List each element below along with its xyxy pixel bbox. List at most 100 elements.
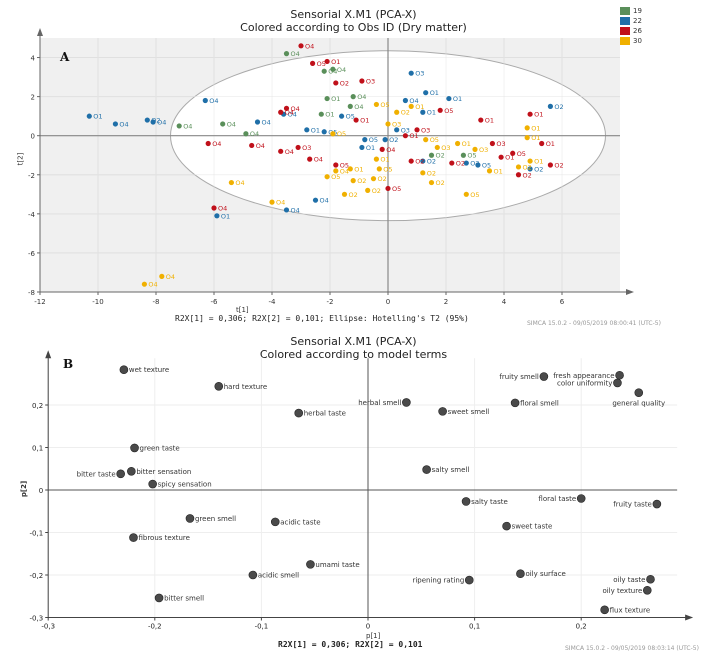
data-point-label: O3 [415,70,424,78]
loading-point-label: herbal taste [304,410,346,418]
data-point [321,68,327,74]
data-point [385,121,391,127]
data-point-group-30: O5 [423,136,439,144]
data-point-group-30: O2 [341,191,358,199]
loading-point-group: flux texture [600,605,650,614]
data-point-label: O1 [354,165,363,173]
data-point-label: O2 [349,191,358,199]
data-point-group-19: O4 [330,66,346,74]
legend-item: 19 [620,6,642,15]
data-point-label: O4 [209,97,218,105]
loading-point [270,517,280,527]
data-point [350,94,356,100]
loading-point-group: hard texture [214,381,267,391]
data-point [379,146,385,152]
data-point-label: O1 [546,140,555,148]
data-point-group-30: O1 [408,103,424,111]
data-point-group-30: O2 [394,109,410,117]
data-point [318,111,324,117]
data-point-label: O1 [462,140,471,148]
data-point-label: O5 [337,130,346,138]
data-point [243,131,249,137]
x-tick-label: -0,1 [255,623,269,631]
data-point [341,191,348,197]
chart-b-xlabel: p[1] [366,632,381,640]
data-point-group-22: O1 [304,126,320,134]
data-point [527,158,533,164]
data-point-label: O2 [534,165,543,173]
loading-point [502,521,511,531]
loading-point-label: oily surface [525,570,565,578]
data-point-group-26: O5 [510,150,526,158]
panel-b-letter: B [63,357,74,371]
data-point [414,127,420,133]
loading-point-group: fruity smell [499,372,549,381]
data-point [312,197,319,203]
data-point [220,121,226,127]
loading-point-label: fibrous texture [138,534,189,542]
data-point-group-22: O1 [423,89,439,97]
data-point [428,152,435,158]
data-point-label: O2 [436,179,445,187]
data-point-label: O1 [409,132,418,140]
data-point [350,178,356,184]
data-point-group-30: O5 [330,130,346,138]
data-point [205,140,211,147]
data-point [249,142,255,149]
data-point-label: O4 [262,119,271,127]
data-point [446,95,452,102]
y-tick-label: -8 [28,289,35,297]
data-point-group-26: O5 [437,107,453,115]
loading-point-label: green smell [195,515,236,523]
loading-point-group: bitter smell [154,593,204,602]
data-point-label: O3 [392,120,401,128]
data-point [527,166,533,172]
data-point [370,176,377,182]
loading-point [148,479,157,489]
data-point-label: O5 [517,150,526,158]
data-point-label: O4 [409,97,418,105]
data-point-group-30: O1 [527,158,543,166]
data-point-label: O1 [331,58,340,66]
data-point-group-26: O3 [414,126,430,134]
data-point-group-19: O4 [350,93,366,101]
data-point [321,129,327,135]
data-point-label: O5 [340,162,349,170]
loading-point-label: spicy sensation [158,481,212,489]
loading-point-group: wet texture [119,365,169,374]
y-tick-label: 0,2 [32,402,43,410]
data-point-label: O1 [494,167,503,175]
data-point-group-26: O2 [408,158,424,166]
data-point-label: O4 [285,109,294,117]
data-point-label: O2 [415,158,424,166]
legend-label: 30 [633,36,642,45]
data-point-group-22: O2 [463,160,480,168]
loading-point-group: color uniformity [557,378,622,387]
data-point [498,154,504,160]
data-point [202,97,208,104]
data-point-label: O2 [151,117,160,125]
data-point-group-22: O4 [254,119,271,127]
data-point [455,140,461,147]
x-tick-label: -12 [34,298,45,306]
data-point [423,90,429,96]
data-point-group-22: O4 [312,197,329,205]
data-point-label: O5 [380,101,389,109]
loading-point [539,372,549,381]
x-tick-label: 4 [502,298,507,306]
data-point-label: O1 [331,95,340,103]
data-point-group-26: O3 [295,144,311,152]
legend-label: 22 [633,16,642,25]
data-point-label: O5 [317,60,326,68]
data-point [515,164,522,170]
loading-point-group: oily surface [516,569,566,578]
x-tick-label: 0,1 [469,623,480,631]
data-point-group-26: O4 [205,140,221,148]
x-tick-label: -0,2 [148,623,162,631]
data-point [359,78,365,84]
loading-point [214,381,224,391]
data-point [449,160,455,166]
chart-b-ylabel: p[2] [20,480,29,498]
data-point-label: O2 [389,136,398,144]
data-point-label: O4 [305,42,314,50]
